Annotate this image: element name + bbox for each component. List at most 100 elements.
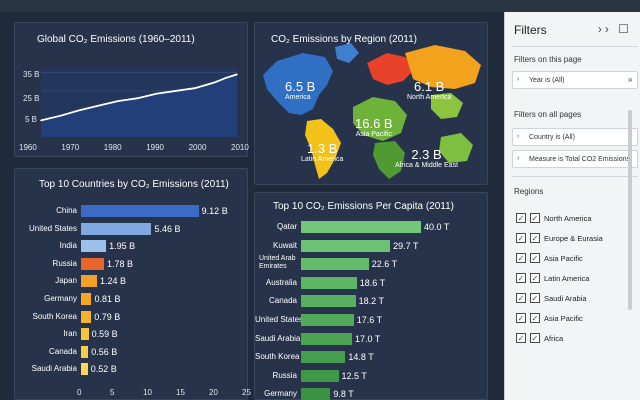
bar-value-label: 0.59 B [91,329,118,340]
chevron-right-icon[interactable]: › [517,76,520,83]
bar[interactable] [81,275,97,288]
bar[interactable] [81,293,92,305]
filters-on-all-pages-label: Filters on all pages [514,110,582,119]
bar-category-label: Australia [265,277,297,287]
line-point [213,81,215,84]
bar[interactable] [301,221,421,233]
bar[interactable] [301,258,369,271]
bar-category-label: Iran [63,329,77,339]
line-point [236,73,238,76]
bar-value-label: 1.95 B [109,241,136,252]
checkbox-checked-icon[interactable]: ✓ [516,213,526,223]
region-filter-item[interactable]: ✓ ✓ Saudi Arabia [516,292,636,306]
x-tick-label: 2000 [188,143,207,152]
region-label: Asia Pacific [544,314,583,323]
bar[interactable] [301,369,339,382]
bar-value-label: 0.52 B [90,364,117,375]
countries-chart-panel[interactable]: Top 10 Countries by CO₂ Emissions (2011)… [14,168,251,400]
filters-scrollbar[interactable] [628,110,632,310]
bar[interactable] [301,295,356,308]
checkbox-checked-icon[interactable]: ✓ [530,273,540,283]
x-tick-label: 1980 [103,143,122,152]
bar-value-label: 0.56 B [91,346,118,357]
y-tick-5: 5 B [25,115,38,124]
x-tick-label: 25 [242,388,251,397]
checkbox-checked-icon[interactable]: ✓ [530,253,540,263]
checkbox-checked-icon[interactable]: ✓ [530,233,540,243]
region-filter-item[interactable]: ✓ ✓ Latin America [516,272,636,286]
regions-label: Regions [514,187,544,196]
bar[interactable] [301,388,331,400]
checkbox-checked-icon[interactable]: ✓ [530,213,540,223]
line-point [155,92,158,95]
per-capita-chart-title: Top 10 CO₂ Emissions Per Capita (2011) [273,201,454,212]
bar-value-label: 9.12 B [201,206,228,216]
checkbox-checked-icon[interactable]: ✓ [516,293,526,303]
bar-category-label: Saudi Arabia [255,333,301,343]
bar[interactable] [81,310,92,323]
bar[interactable] [81,240,107,253]
line-point [174,90,177,92]
bar[interactable] [81,222,152,235]
countries-chart-title: Top 10 Countries by CO₂ Emissions (2011) [39,179,229,190]
y-tick-35: 35 B [23,70,40,79]
region-filter-item[interactable]: ✓ ✓ Asia Pacific [516,312,636,326]
region-north-shape [367,53,415,85]
region-filter-item[interactable]: ✓ ✓ Europe & Eurasia [516,232,636,246]
bar-value-label: 40.0 T [424,222,450,232]
line-chart [40,67,238,137]
chevron-right-icon[interactable]: › [517,133,520,140]
bar[interactable] [81,257,104,270]
bar[interactable] [81,345,89,358]
region-australia-shape [439,133,473,163]
checkbox-checked-icon[interactable]: ✓ [516,333,526,343]
bar-value-label: 22.6 T [371,259,398,270]
region-greenland-shape [335,43,359,63]
bar[interactable] [81,328,89,341]
year-filter-card[interactable]: › Year is (All) × [512,71,638,89]
checkbox-checked-icon[interactable]: ✓ [516,273,526,283]
region-asia-pacific-shape [353,97,407,141]
map-panel[interactable]: CO₂ Emissions by Region (2011) 6.5 B Ame… [254,22,488,185]
checkbox-checked-icon[interactable]: ✓ [516,313,526,323]
checkbox-checked-icon[interactable]: ✓ [530,333,540,343]
region-filter-item[interactable]: ✓ ✓ Africa [516,332,636,346]
checkbox-checked-icon[interactable]: ✓ [530,293,540,303]
country-filter-card[interactable]: › Country is (All) × [512,128,638,146]
measure-filter-card[interactable]: › Measure is Total CO2 Emissions [512,150,638,168]
line-chart-panel[interactable]: Global CO₂ Emissions (1960–2011) 35 B 25… [14,22,249,157]
region-label: Europe & Eurasia [544,234,603,243]
bar-category-label: United Arab Emirates [259,255,296,271]
bar[interactable] [301,351,346,364]
bar[interactable] [81,205,199,217]
close-icon[interactable]: × [627,75,633,85]
chevron-right-icon[interactable]: › [517,155,520,162]
bar[interactable] [301,314,354,326]
region-label: Saudi Arabia [544,294,587,303]
checkbox-checked-icon[interactable]: ✓ [516,233,526,243]
region-filter-item[interactable]: ✓ ✓ North America [516,212,636,226]
per-capita-chart-panel[interactable]: Top 10 CO₂ Emissions Per Capita (2011) Q… [254,192,488,400]
bar-category-label: China [56,206,77,215]
filters-pane[interactable]: Filters ›› ☐ Filters on this page › Year… [504,12,640,400]
bar-category-label: South Korea [255,352,300,362]
x-tick-label: 10 [143,388,152,397]
checkbox-checked-icon[interactable]: ✓ [516,253,526,263]
bar[interactable] [301,332,352,345]
x-tick-label: 20 [209,388,218,397]
bar[interactable] [81,363,88,376]
bar[interactable] [301,276,357,289]
bar[interactable] [301,239,391,252]
bar-value-label: 29.7 T [393,240,419,251]
bar-category-label: Russia [52,258,77,268]
x-tick-label: 1970 [61,143,80,152]
line-point [224,77,227,79]
region-filter-item[interactable]: ✓ ✓ Asia Pacific [516,252,636,266]
world-map [263,43,481,179]
line-point [78,109,81,112]
app-top-bar [0,0,640,12]
checkbox-checked-icon[interactable]: ✓ [530,313,540,323]
collapse-icon[interactable]: ›› ☐ [597,22,632,36]
bar-category-label: Germany [264,389,297,399]
region-label: Latin America [544,274,590,283]
